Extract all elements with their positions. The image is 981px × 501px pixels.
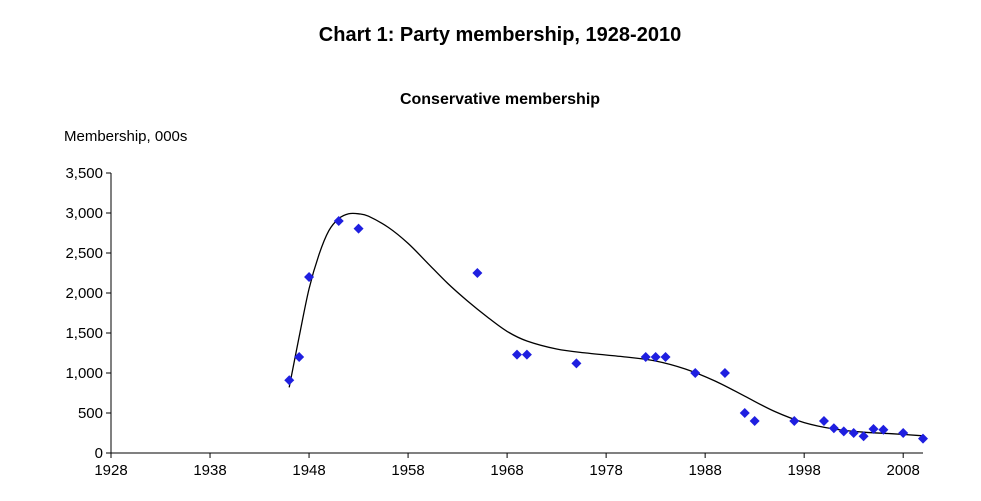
data-point [868,424,879,434]
data-point [333,216,344,226]
data-point [284,375,295,386]
chart-title: Chart 1: Party membership, 1928-2010 [318,24,682,46]
x-tick-label: 1938 [193,462,226,479]
data-point [789,416,800,426]
data-point [878,424,889,435]
data-point [918,433,928,444]
data-point [739,408,750,418]
y-tick-label: 0 [95,445,103,462]
data-point [838,426,849,437]
axes: 0 500 1,000 1,500 2,000 2,500 3,000 3,500 1928 19… [65,165,923,479]
trend-line [288,212,924,437]
data-point [304,272,315,282]
data-point [472,268,483,278]
data-point [690,368,701,378]
data-point [521,349,532,360]
y-tick-label: 3,500 [65,165,103,182]
y-tick-label: 2,500 [65,245,103,262]
data-point [828,423,839,434]
x-tick-label: 1978 [589,462,622,479]
y-tick-label: 1,000 [65,365,103,382]
x-tick-label: 1958 [391,462,424,479]
data-point [818,416,829,426]
y-tick-label: 3,000 [65,205,103,222]
x-tick-label: 1928 [94,462,127,479]
data-point [660,352,671,362]
data-point [640,352,651,362]
data-point [353,223,364,234]
data-point [898,428,909,438]
y-tick-label: 2,000 [65,285,103,302]
data-point [858,431,869,442]
x-tick-label: 1998 [787,462,820,479]
x-tick-label: 1988 [688,462,721,479]
data-point [749,416,760,426]
y-axis-label: Membership, 000s [64,128,188,145]
data-point [719,368,730,378]
data-point [294,352,305,362]
data-point [650,352,661,362]
y-tick-label: 500 [78,405,103,422]
x-tick-label: 2008 [887,462,920,479]
data-point [848,428,859,438]
points-layer [284,216,928,444]
x-tick-label: 1968 [490,462,523,479]
chart-subtitle: Conservative membership [399,91,601,108]
x-tick-label: 1948 [292,462,325,479]
y-tick-label: 1,500 [65,325,103,342]
data-point [512,349,522,360]
data-point [571,358,582,369]
trend-layer [288,212,924,437]
